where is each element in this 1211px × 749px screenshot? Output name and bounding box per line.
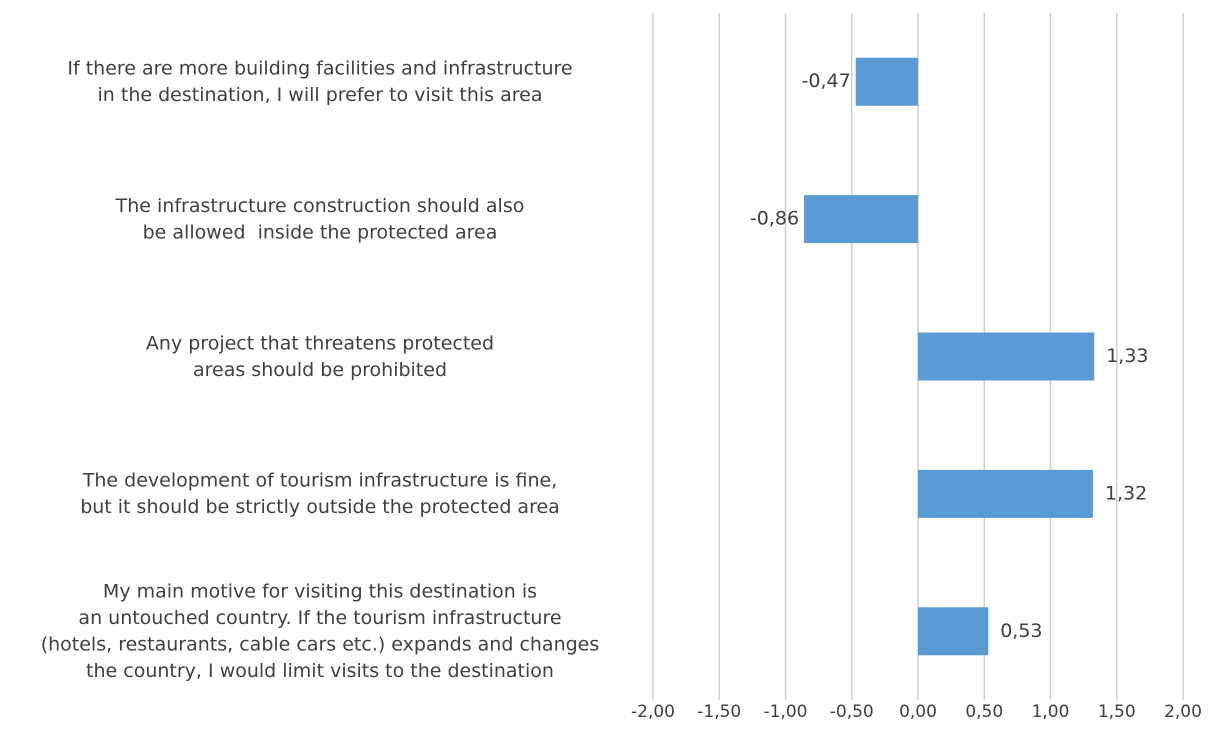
- y-tick-label: The infrastructure construction should a…: [115, 194, 525, 243]
- label-line: but it should be strictly outside the pr…: [80, 496, 560, 518]
- x-tick-label: 1,50: [1098, 702, 1136, 722]
- x-tick-label: -2,00: [631, 702, 675, 722]
- label-line: the country, I would limit visits to the…: [86, 660, 554, 682]
- x-tick-label: -0,50: [830, 702, 874, 722]
- bar: [855, 57, 918, 106]
- bar: [804, 195, 918, 244]
- value-label: -0,47: [802, 70, 851, 92]
- label-line: (hotels, restaurants, cable cars etc.) e…: [41, 633, 600, 655]
- x-tick-label: 1,00: [1032, 702, 1070, 722]
- label-line: in the destination, I will prefer to vis…: [98, 83, 543, 105]
- y-tick-label: Any project that threatens protected area…: [146, 332, 494, 381]
- x-tick-label: 2,00: [1164, 702, 1202, 722]
- label-line: an untouched country. If the tourism inf…: [78, 607, 561, 629]
- label-line: The infrastructure construction should a…: [115, 194, 525, 216]
- value-label: 0,53: [1000, 620, 1042, 642]
- x-tick-label: -1,00: [764, 702, 808, 722]
- bar: [918, 332, 1095, 381]
- y-tick-label: If there are more building facilities an…: [67, 57, 572, 106]
- label-line: If there are more building facilities an…: [67, 57, 572, 79]
- y-tick-label: My main motive for visiting this destina…: [41, 580, 600, 682]
- label-line: be allowed inside the protected area: [143, 221, 498, 243]
- bar: [918, 607, 989, 656]
- label-line: My main motive for visiting this destina…: [103, 580, 537, 602]
- value-label: 1,33: [1106, 345, 1148, 367]
- x-tick-label: -1,50: [697, 702, 741, 722]
- value-label: -0,86: [750, 208, 799, 230]
- value-label: 1,32: [1105, 482, 1147, 504]
- label-line: areas should be prohibited: [193, 358, 447, 380]
- label-line: Any project that threatens protected: [146, 332, 494, 354]
- x-tick-label: 0,50: [965, 702, 1003, 722]
- y-tick-label: The development of tourism infrastructur…: [80, 469, 560, 518]
- label-line: The development of tourism infrastructur…: [82, 469, 557, 491]
- bar: [918, 469, 1093, 518]
- x-tick-label: 0,00: [899, 702, 937, 722]
